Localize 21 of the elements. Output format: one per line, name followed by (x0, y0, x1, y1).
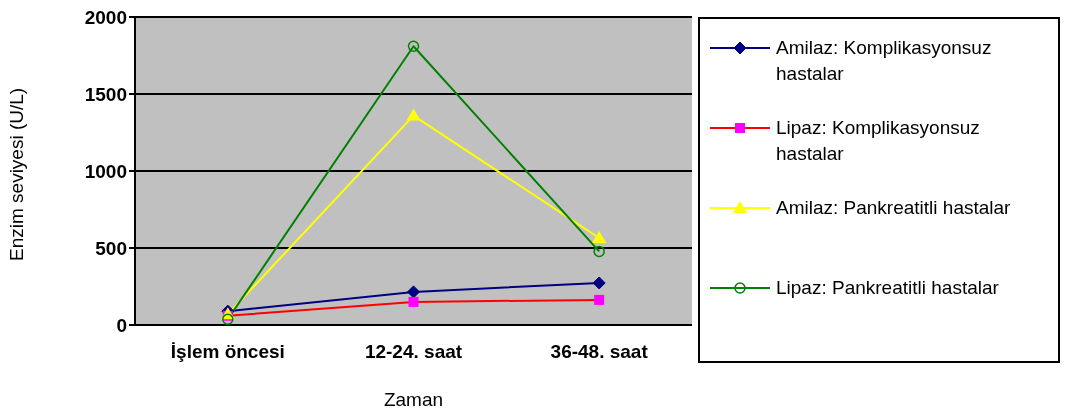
legend-label: Amilaz: Pankreatitli hastalar (776, 196, 1011, 220)
point (592, 276, 606, 290)
point (407, 40, 420, 53)
point (406, 108, 421, 121)
legend-label: Amilaz: Komplikasyonsuz hastalar (776, 36, 993, 86)
point (407, 285, 420, 299)
legend-label: Lipaz: Pankreatitli hastalar (776, 276, 999, 300)
point (222, 313, 234, 325)
y-tick-label: 2000 (84, 6, 127, 28)
y-tick-label: 1000 (84, 160, 127, 182)
legend-label: Lipaz: Komplikasyonsuz hastalar (776, 116, 981, 166)
x-tick-label: İşlem öncesi (170, 341, 285, 363)
x-tick-label: 36-48. saat (550, 341, 649, 363)
x-axis-title: Zaman (383, 389, 444, 410)
y-tick-label: 1500 (84, 83, 127, 105)
x-tick-label: 12-24. saat (364, 341, 463, 363)
y-tick-label: 500 (95, 237, 127, 259)
y-axis-title: Enzim seviyesi (U/L) (5, 87, 27, 261)
point (592, 230, 607, 243)
point (593, 245, 605, 258)
y-tick-label: 0 (116, 314, 127, 336)
